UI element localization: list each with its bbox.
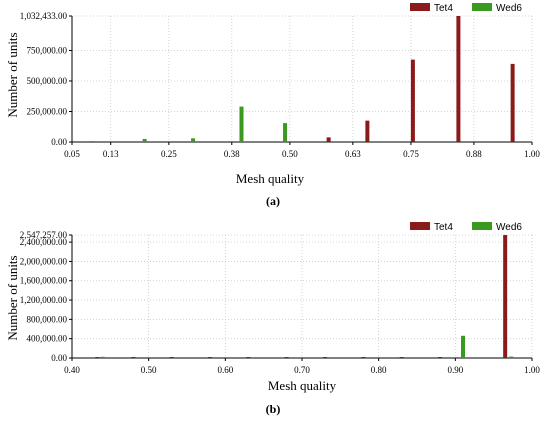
bar-wed6 [461, 335, 465, 358]
bar-tet4 [410, 59, 415, 142]
x-tick-label: 0.88 [466, 149, 482, 159]
legend-label-wed6: Wed6 [496, 3, 522, 14]
y-tick-label: 0.00 [51, 137, 67, 147]
y-tick-label: 500,000.00 [27, 76, 68, 86]
bar-tet4 [438, 357, 442, 358]
y-tick-label: 400,000.00 [27, 334, 68, 344]
legend-swatch-tet4 [410, 3, 430, 11]
panel-a-xlabel: Mesh quality [236, 171, 305, 186]
legend-swatch-wed6 [472, 222, 492, 230]
panel-b-ylabel: Number of units [5, 255, 20, 340]
panel-a-ylabel: Number of units [5, 32, 20, 117]
legend-label-tet4: Tet4 [434, 3, 453, 14]
bar-wed6 [100, 356, 105, 358]
plot-area-a: 0.00 250,000.00 500,000.00 750,000.00 1,032,… [20, 11, 541, 159]
panel-b-legend: Tet4 Wed6 [410, 222, 522, 233]
panel-b-xlabel: Mesh quality [268, 378, 337, 393]
x-tick-label: 1.00 [524, 149, 540, 159]
bar-wed6 [191, 138, 196, 142]
y-tick-label: 2,547,257.00 [20, 230, 68, 240]
bar-tet4 [246, 357, 251, 358]
legend-swatch-wed6 [472, 3, 492, 11]
x-tick-label: 0.40 [64, 365, 80, 375]
x-tick-label: 0.60 [217, 365, 233, 375]
y-tick-label: 750,000.00 [27, 45, 68, 55]
x-tick-label: 0.05 [64, 149, 80, 159]
x-tick-label: 0.70 [294, 365, 310, 375]
x-tick-label: 0.75 [403, 149, 419, 159]
bar-tet4 [131, 357, 136, 358]
bar-tet4 [399, 357, 404, 358]
y-tick-label: 2,400,000.00 [20, 237, 68, 247]
y-tick-label: 2,000,000.00 [20, 256, 68, 266]
x-tick-label: 0.25 [161, 149, 177, 159]
legend-label-wed6: Wed6 [496, 222, 522, 233]
y-tick-label: 1,200,000.00 [20, 295, 68, 305]
bar-tet4 [456, 16, 461, 142]
panel-a-legend: Tet4 Wed6 [410, 3, 522, 14]
bar-tet4 [326, 137, 331, 142]
bar-tet4 [510, 63, 515, 143]
bar-tet4 [365, 120, 370, 142]
bar-tet4 [503, 235, 508, 358]
legend-swatch-tet4 [410, 222, 430, 230]
panel-a: Number of units Mesh quality (a) Tet4 We… [5, 3, 522, 208]
panel-b-caption: (b) [266, 402, 281, 416]
x-tick-label: 0.90 [447, 365, 463, 375]
x-tick-label: 0.80 [371, 365, 387, 375]
y-tick-label: 250,000.00 [27, 106, 68, 116]
bar-wed6 [89, 141, 94, 142]
bar-wed6 [239, 106, 244, 142]
panel-a-caption: (a) [266, 194, 280, 208]
x-tick-label: 0.50 [282, 149, 298, 159]
legend-label-tet4: Tet4 [434, 222, 453, 233]
x-tick-label: 0.50 [141, 365, 157, 375]
bar-tet4 [169, 357, 174, 358]
x-tick-label: 0.38 [224, 149, 240, 159]
bar-wed6 [509, 356, 514, 358]
x-tick-label: 0.13 [103, 149, 119, 159]
y-tick-label: 800,000.00 [27, 314, 68, 324]
bar-wed6 [283, 123, 288, 142]
plot-area-b: 0.00 400,000.00 800,000.00 1,200,000.00 1,60… [20, 230, 541, 375]
bar-wed6 [142, 138, 147, 142]
y-tick-label: 1,032,433.00 [20, 11, 68, 21]
bar-tet4 [323, 357, 327, 358]
panel-b: Number of units Mesh quality (b) Tet4 We… [5, 222, 522, 416]
bar-tet4 [208, 357, 212, 358]
y-tick-label: 1,600,000.00 [20, 276, 68, 286]
bar-tet4 [95, 357, 100, 358]
bar-tet4 [361, 357, 366, 358]
bar-tet4 [284, 357, 289, 358]
y-tick-label: 0.00 [51, 353, 67, 363]
x-tick-label: 0.63 [345, 149, 361, 159]
x-tick-label: 1.00 [524, 365, 540, 375]
